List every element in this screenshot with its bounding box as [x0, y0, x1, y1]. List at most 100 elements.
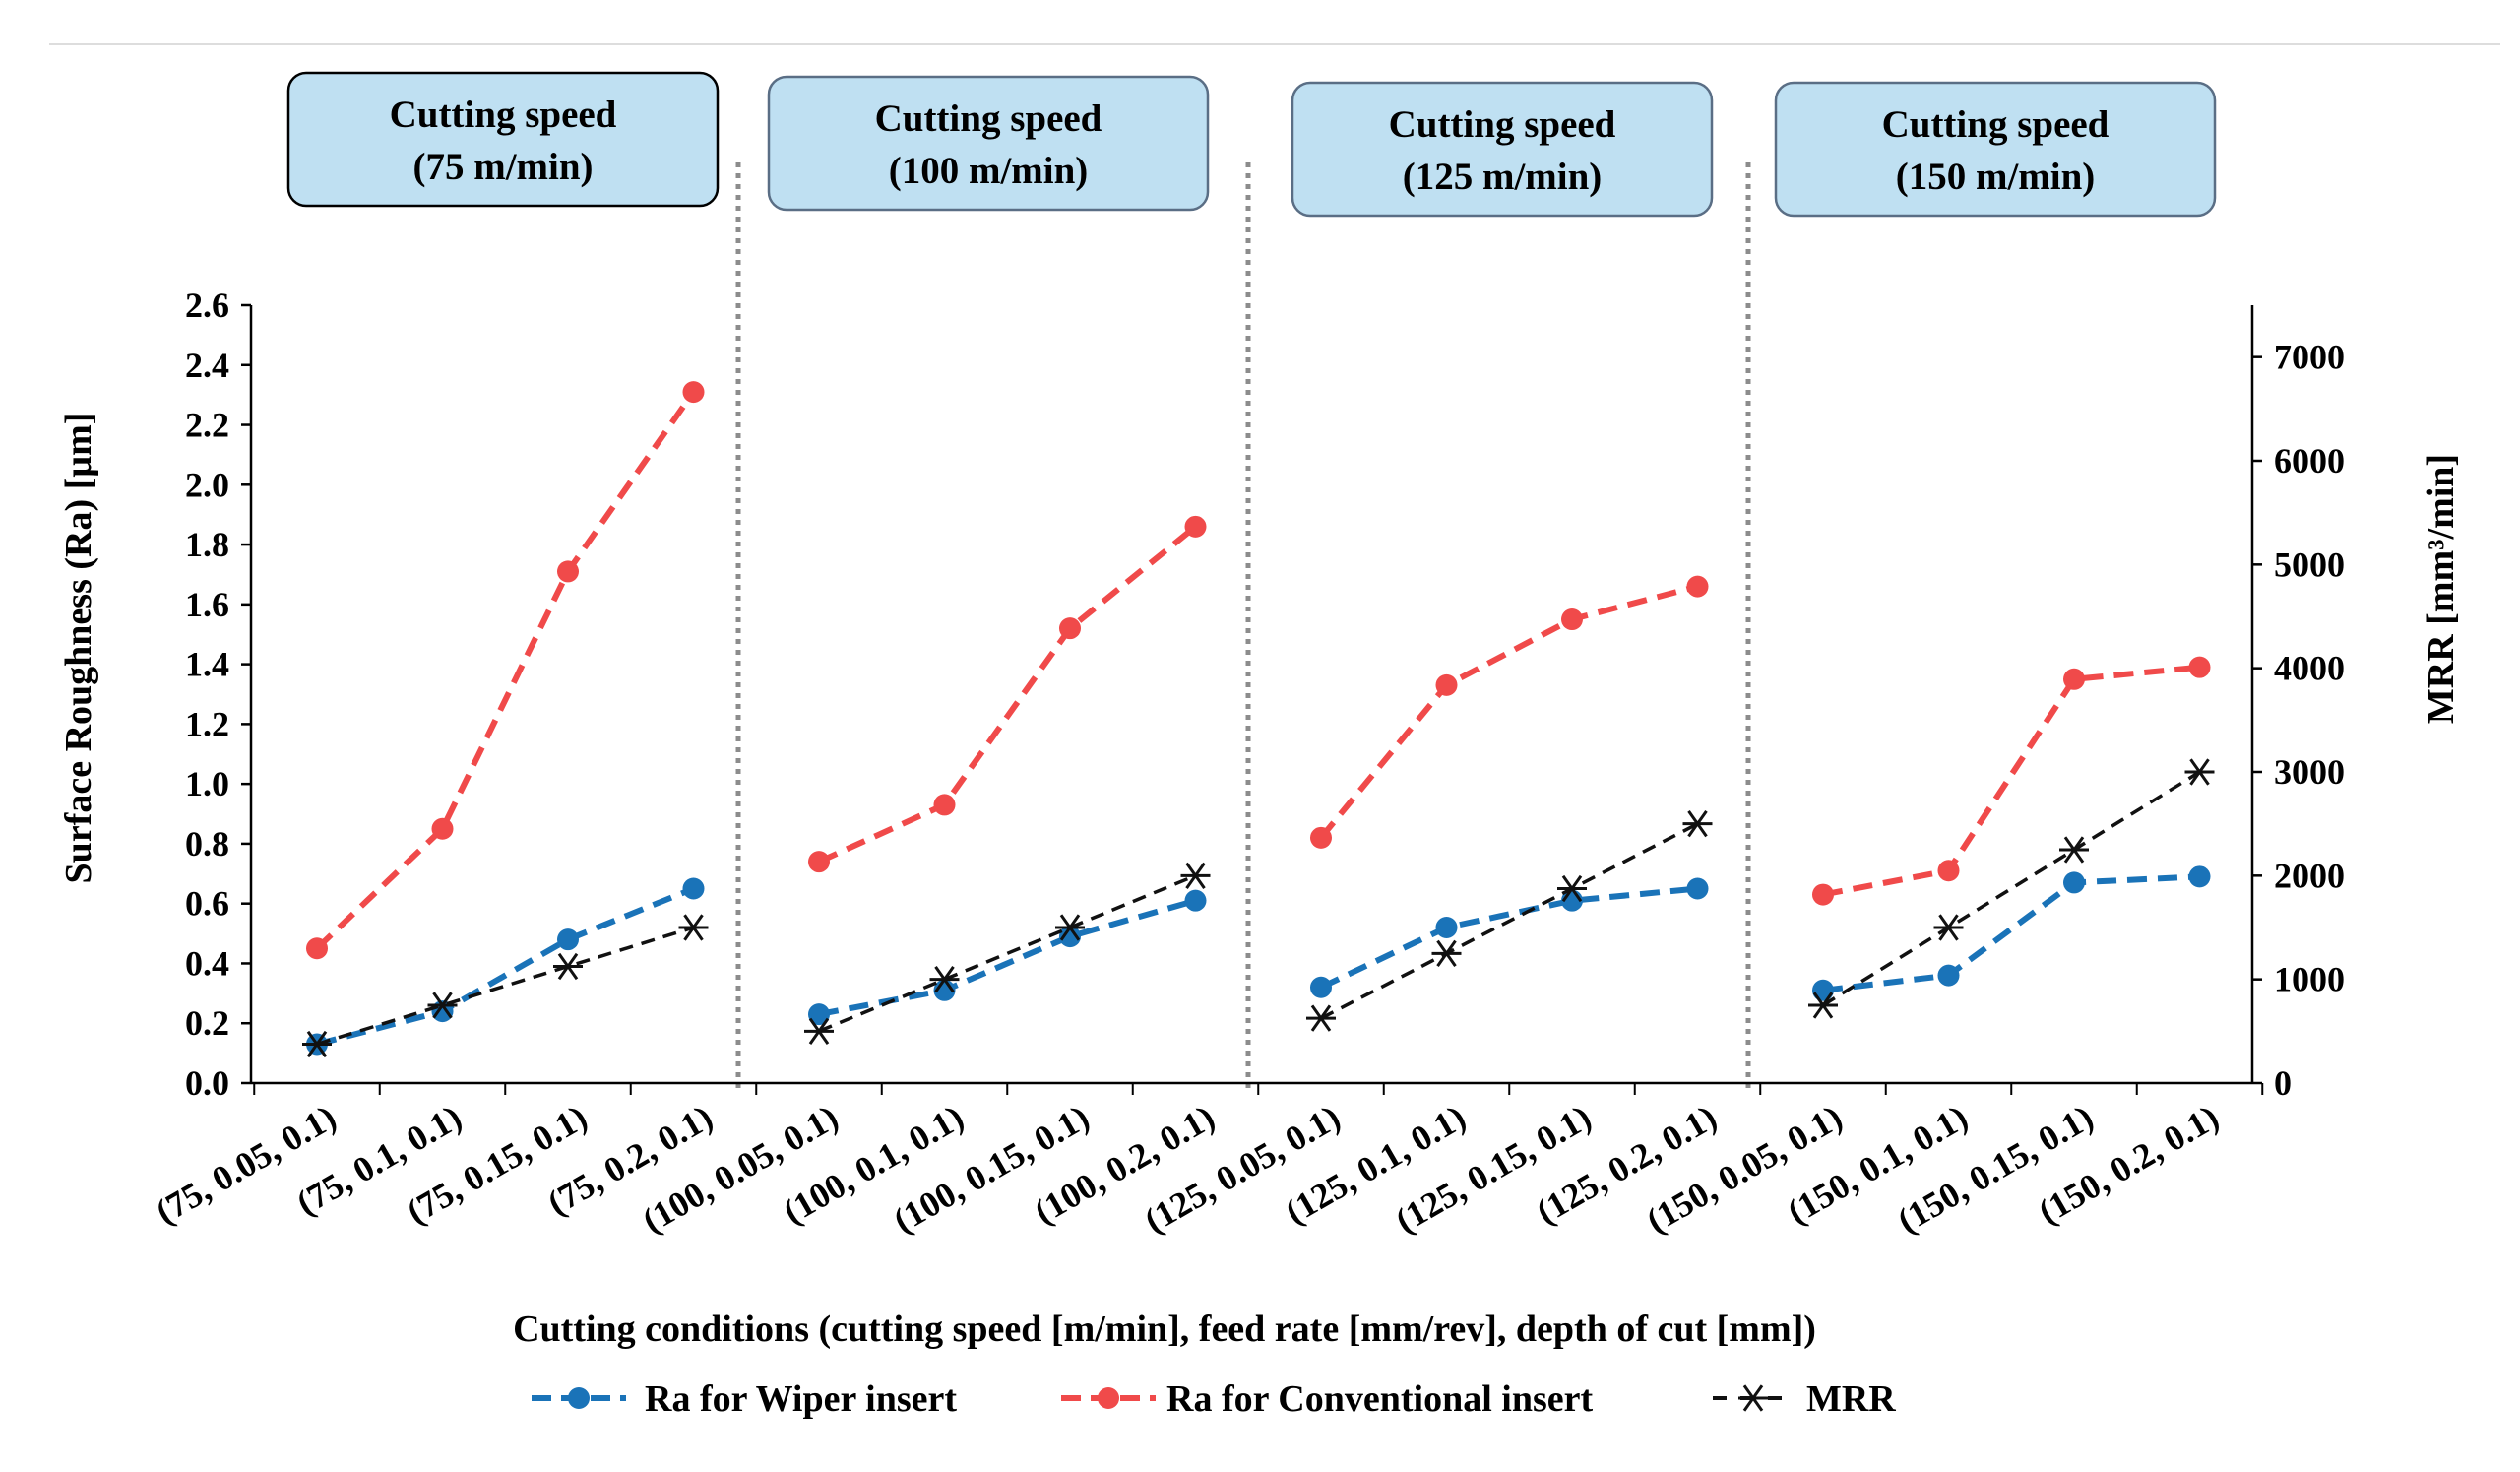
y-tick-label: 1.2	[185, 704, 229, 743]
y-tick-label: 1.4	[185, 645, 229, 684]
y2-tick-label: 3000	[2274, 752, 2345, 792]
ra-for-conventional-insert-point	[1184, 515, 1207, 538]
ra-for-conventional-insert-line	[1822, 664, 2200, 898]
ra-for-wiper-insert-point	[1184, 889, 1207, 912]
speed-group-box	[767, 75, 1210, 212]
ra-for-wiper-insert-point	[1686, 877, 1709, 900]
speed-group-value: (75 m/min)	[412, 146, 593, 188]
ra-for-conventional-insert-point	[808, 851, 830, 873]
y-tick-label: 1.6	[185, 585, 229, 624]
speed-group-value: (100 m/min)	[889, 150, 1089, 192]
mrr-point	[2184, 758, 2215, 786]
ra-for-conventional-insert-line	[817, 524, 1198, 864]
speed-group-title: Cutting speed	[390, 94, 617, 136]
mrr-point	[1682, 810, 1713, 838]
ra-for-wiper-insert-point	[1435, 917, 1458, 938]
y2-tick-label: 7000	[2274, 338, 2345, 377]
mrr-line	[316, 926, 695, 1047]
ra-for-conventional-insert-point	[2188, 656, 2211, 678]
ra-for-wiper-insert-point	[1059, 926, 1081, 948]
y-tick-label: 2.0	[185, 465, 229, 504]
ra-for-wiper-insert-point	[2188, 865, 2211, 888]
ra-for-wiper-insert-point	[808, 1003, 830, 1026]
ra-for-conventional-insert-point	[1937, 860, 1960, 882]
y-tick-label: 2.2	[185, 406, 229, 445]
speed-group-title: Cutting speed	[1882, 103, 2110, 146]
legend-item: Ra for Wiper insert	[532, 1378, 957, 1420]
legend-label: MRR	[1806, 1378, 1896, 1420]
mrr-point	[2059, 836, 2089, 864]
speed-group-title: Cutting speed	[1389, 103, 1616, 146]
speed-group-value: (150 m/min)	[1896, 156, 2096, 198]
mrr-point	[678, 914, 709, 941]
legend-item: MRR	[1713, 1378, 1896, 1420]
y-tick-label: 0.2	[185, 1003, 229, 1043]
ra-for-wiper-insert-line	[1319, 885, 1698, 991]
ra-for-conventional-insert-point	[1561, 608, 1583, 631]
ra-for-conventional-insert-line	[1318, 583, 1699, 840]
legend-label: Ra for Conventional insert	[1166, 1378, 1593, 1420]
ra-for-wiper-insert-point	[2063, 871, 2085, 894]
ra-for-conventional-insert-point	[557, 560, 579, 583]
legend-marker	[1098, 1387, 1119, 1409]
ra-for-conventional-insert-point	[431, 817, 454, 840]
ra-for-wiper-insert-point	[557, 928, 579, 951]
mrr-line	[818, 873, 1197, 1033]
y-tick-label: 0.6	[185, 884, 229, 924]
ra-for-conventional-insert-point	[933, 794, 956, 816]
y-tick-label: 2.6	[185, 286, 229, 325]
y2-tick-label: 5000	[2274, 544, 2345, 584]
speed-group-box	[1291, 81, 1714, 218]
mrr-point	[1055, 914, 1085, 941]
y2-tick-label: 0	[2274, 1063, 2292, 1103]
y2-axis-title: MRR [mm³/min]	[2421, 454, 2462, 724]
mrr-point	[1557, 874, 1587, 903]
mrr-point	[302, 1030, 332, 1058]
y-tick-label: 0.0	[185, 1063, 229, 1103]
y-tick-label: 0.4	[185, 943, 229, 983]
ra-for-conventional-insert-line	[314, 390, 696, 951]
ra-for-conventional-insert-point	[1059, 617, 1081, 640]
mrr-point	[1306, 1004, 1336, 1032]
legend-marker	[568, 1387, 590, 1409]
y2-tick-label: 2000	[2274, 856, 2345, 895]
ra-for-wiper-insert-line	[1822, 873, 2200, 993]
ra-for-conventional-insert-point	[1812, 883, 1834, 906]
mrr-line	[1822, 770, 2201, 1007]
mrr-point	[804, 1017, 834, 1045]
ra-for-conventional-insert-point	[1435, 673, 1458, 696]
mrr-point	[427, 992, 458, 1019]
mrr-line	[1320, 822, 1699, 1020]
ra-for-wiper-insert-point	[682, 877, 705, 900]
speed-group-value: (125 m/min)	[1403, 156, 1603, 198]
mrr-point	[1180, 862, 1211, 889]
y-axis-title: Surface Roughness (Ra) [µm]	[58, 413, 99, 884]
ra-for-wiper-insert-point	[1310, 976, 1332, 998]
x-axis-title: Cutting conditions (cutting speed [m/min…	[513, 1309, 1816, 1350]
ra-for-wiper-insert-point	[1937, 964, 1960, 987]
ra-for-conventional-insert-point	[1310, 826, 1332, 849]
ra-for-conventional-insert-point	[306, 937, 328, 960]
y2-tick-label: 6000	[2274, 441, 2345, 480]
y-tick-label: 0.8	[185, 824, 229, 864]
y-tick-label: 1.0	[185, 764, 229, 803]
ra-for-wiper-insert-line	[316, 885, 695, 1048]
ra-for-conventional-insert-point	[2063, 668, 2085, 690]
speed-group-title: Cutting speed	[875, 97, 1102, 140]
speed-group-box	[286, 71, 720, 208]
mrr-point	[1431, 939, 1462, 967]
legend-mrr-marker	[1738, 1384, 1768, 1412]
ra-for-conventional-insert-point	[682, 381, 705, 404]
y2-tick-label: 4000	[2274, 649, 2345, 688]
legend-item: Ra for Conventional insert	[1061, 1378, 1593, 1420]
legend-label: Ra for Wiper insert	[645, 1378, 957, 1420]
y-tick-label: 2.4	[185, 346, 229, 385]
ra-for-wiper-insert-line	[818, 897, 1197, 1018]
y-tick-label: 1.8	[185, 525, 229, 564]
mrr-point	[553, 952, 583, 981]
ra-for-conventional-insert-point	[1686, 575, 1709, 598]
speed-group-box	[1774, 81, 2217, 218]
mrr-point	[1808, 992, 1838, 1019]
ra-for-wiper-insert-point	[1812, 979, 1834, 1001]
